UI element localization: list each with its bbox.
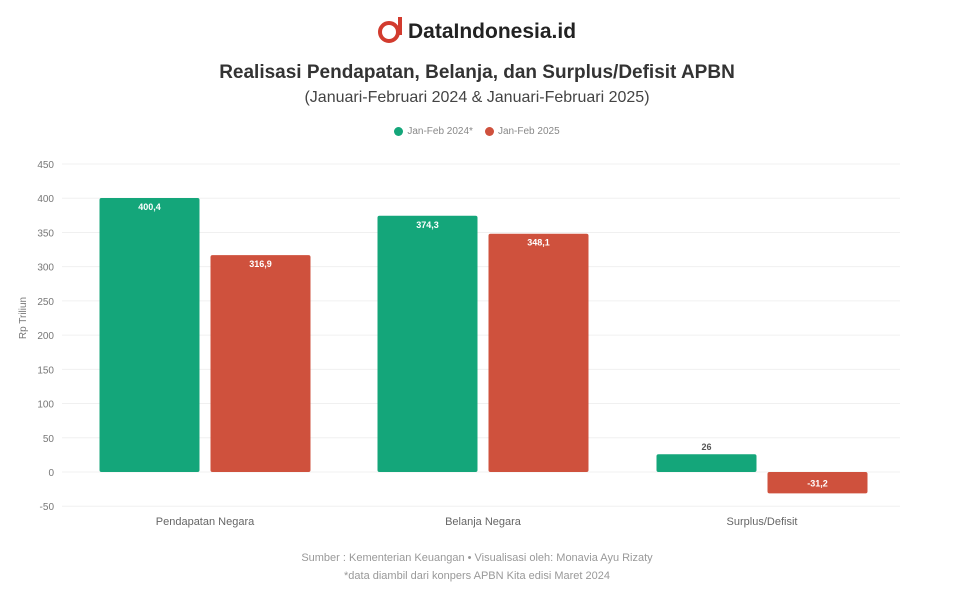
bar-2025 bbox=[488, 233, 589, 472]
y-tick-label: 0 bbox=[48, 468, 54, 479]
x-tick-label: Belanja Negara bbox=[445, 516, 522, 528]
data-label: 348,1 bbox=[527, 238, 550, 248]
data-label: 400,4 bbox=[138, 202, 161, 212]
data-label: 26 bbox=[701, 442, 711, 452]
bar-2024 bbox=[99, 197, 200, 473]
y-tick-label: 350 bbox=[37, 228, 54, 239]
legend-item-2025[interactable]: Jan-Feb 2025 bbox=[484, 126, 560, 137]
data-label: 316,9 bbox=[249, 259, 272, 269]
chart-subtitle: (Januari-Februari 2024 & Januari-Februar… bbox=[304, 89, 650, 106]
y-tick-label: 250 bbox=[37, 297, 54, 308]
y-tick-label: 400 bbox=[37, 194, 54, 205]
legend-dot bbox=[484, 127, 494, 136]
legend-dot bbox=[394, 127, 404, 136]
chart-title: Realisasi Pendapatan, Belanja, dan Surpl… bbox=[219, 62, 735, 83]
y-tick-label: 50 bbox=[43, 434, 55, 445]
data-label: -31,2 bbox=[807, 478, 828, 488]
footnote: *data diambil dari konpers APBN Kita edi… bbox=[344, 570, 610, 582]
y-axis-label: Rp Triliun bbox=[18, 297, 29, 339]
bar-2024 bbox=[377, 215, 478, 472]
logo-icon bbox=[377, 17, 402, 43]
legend-item-2024[interactable]: Jan-Feb 2024* bbox=[394, 126, 473, 137]
legend-label: Jan-Feb 2025 bbox=[497, 126, 560, 137]
bar-2025 bbox=[767, 472, 868, 494]
x-tick-label: Pendapatan Negara bbox=[156, 516, 255, 528]
y-tick-label: 100 bbox=[37, 400, 54, 411]
y-tick-label: 300 bbox=[37, 263, 54, 274]
brand-name: DataIndonesia.id bbox=[407, 20, 577, 43]
y-tick-label: -50 bbox=[40, 502, 55, 513]
bar-2024 bbox=[656, 454, 757, 472]
y-tick-label: 200 bbox=[37, 331, 54, 342]
legend: Jan-Feb 2024* Jan-Feb 2025 bbox=[0, 126, 954, 137]
brand-logo: DataIndonesia.id bbox=[0, 17, 954, 44]
source-text: Sumber : Kementerian Keuangan • Visualis… bbox=[301, 552, 653, 564]
x-tick-label: Surplus/Defisit bbox=[727, 516, 798, 528]
bar-2025 bbox=[210, 255, 311, 472]
y-tick-label: 150 bbox=[37, 365, 54, 376]
y-tick-label: 450 bbox=[37, 160, 54, 171]
legend-label: Jan-Feb 2024* bbox=[407, 126, 473, 137]
data-label: 374,3 bbox=[416, 220, 439, 230]
